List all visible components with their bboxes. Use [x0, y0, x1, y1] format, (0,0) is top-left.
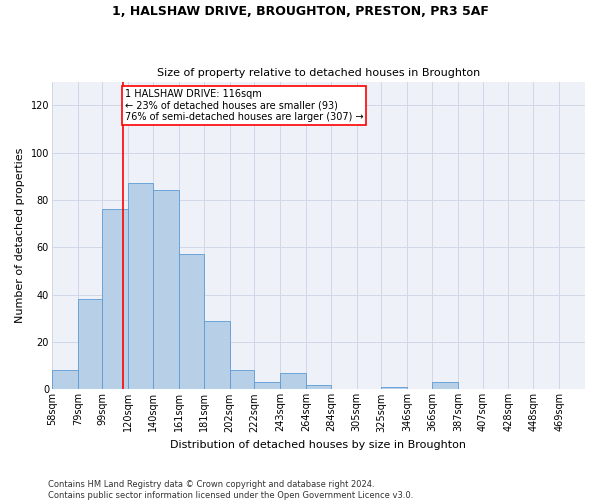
Bar	[203, 320, 230, 390]
Y-axis label: Number of detached properties: Number of detached properties	[15, 148, 25, 323]
Bar	[230, 370, 254, 390]
Bar	[103, 210, 128, 390]
Bar	[254, 382, 280, 390]
Text: 1, HALSHAW DRIVE, BROUGHTON, PRESTON, PR3 5AF: 1, HALSHAW DRIVE, BROUGHTON, PRESTON, PR…	[112, 5, 488, 18]
Bar	[78, 300, 103, 390]
Title: Size of property relative to detached houses in Broughton: Size of property relative to detached ho…	[157, 68, 480, 78]
Bar	[179, 254, 203, 390]
Text: 1 HALSHAW DRIVE: 116sqm
← 23% of detached houses are smaller (93)
76% of semi-de: 1 HALSHAW DRIVE: 116sqm ← 23% of detache…	[125, 88, 363, 122]
Bar	[382, 387, 407, 390]
Bar	[280, 373, 306, 390]
Bar	[306, 384, 331, 390]
Bar	[128, 184, 153, 390]
X-axis label: Distribution of detached houses by size in Broughton: Distribution of detached houses by size …	[170, 440, 466, 450]
Bar	[432, 382, 458, 390]
Text: Contains HM Land Registry data © Crown copyright and database right 2024.
Contai: Contains HM Land Registry data © Crown c…	[48, 480, 413, 500]
Bar	[153, 190, 179, 390]
Bar	[52, 370, 78, 390]
